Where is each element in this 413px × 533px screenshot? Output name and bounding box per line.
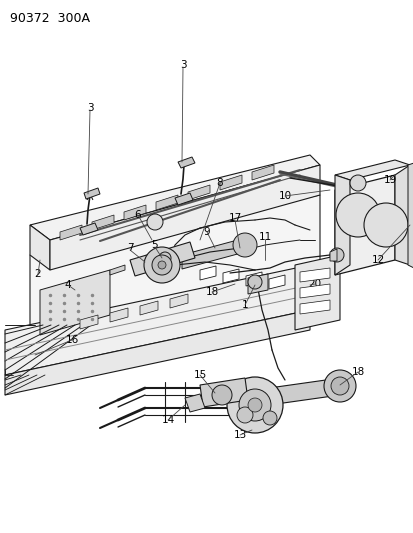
- Text: 9: 9: [203, 227, 210, 237]
- Text: 12: 12: [370, 255, 384, 265]
- Polygon shape: [329, 249, 336, 261]
- Text: 19: 19: [382, 175, 396, 185]
- Polygon shape: [334, 175, 349, 275]
- Polygon shape: [334, 160, 409, 180]
- Text: 5: 5: [151, 240, 158, 250]
- Polygon shape: [299, 268, 329, 282]
- Text: 4: 4: [64, 280, 71, 290]
- Polygon shape: [40, 270, 110, 335]
- Text: 16: 16: [65, 335, 78, 345]
- Polygon shape: [5, 310, 309, 395]
- Text: 3: 3: [179, 60, 186, 70]
- Text: 18: 18: [205, 287, 218, 297]
- Polygon shape: [223, 269, 238, 283]
- Polygon shape: [294, 255, 339, 330]
- Text: 7: 7: [126, 243, 133, 253]
- Polygon shape: [199, 378, 247, 407]
- Polygon shape: [110, 308, 128, 322]
- Polygon shape: [252, 165, 273, 180]
- Polygon shape: [140, 301, 158, 315]
- Circle shape: [363, 203, 407, 247]
- Text: 15: 15: [193, 370, 206, 380]
- Circle shape: [323, 370, 355, 402]
- Polygon shape: [199, 266, 216, 280]
- Circle shape: [152, 255, 171, 275]
- Polygon shape: [80, 223, 98, 235]
- Circle shape: [159, 252, 171, 264]
- Polygon shape: [182, 238, 244, 269]
- Text: 10: 10: [278, 191, 291, 201]
- Polygon shape: [178, 157, 195, 168]
- Polygon shape: [334, 175, 394, 275]
- Polygon shape: [84, 188, 100, 199]
- Text: 14: 14: [161, 415, 174, 425]
- Text: 90372  300A: 90372 300A: [10, 12, 90, 25]
- Polygon shape: [92, 215, 114, 230]
- Text: 20: 20: [308, 279, 321, 289]
- Circle shape: [238, 389, 271, 421]
- Polygon shape: [30, 225, 50, 270]
- Polygon shape: [50, 165, 319, 270]
- Polygon shape: [154, 248, 178, 265]
- Circle shape: [158, 261, 166, 269]
- Text: 2: 2: [35, 269, 41, 279]
- Polygon shape: [219, 175, 242, 190]
- Circle shape: [226, 377, 282, 433]
- Polygon shape: [156, 195, 178, 210]
- Text: 1: 1: [241, 300, 248, 310]
- Circle shape: [329, 248, 343, 262]
- Polygon shape: [394, 165, 409, 265]
- Polygon shape: [407, 163, 413, 268]
- Polygon shape: [299, 300, 329, 314]
- Polygon shape: [30, 155, 319, 240]
- Text: 18: 18: [351, 367, 364, 377]
- Polygon shape: [124, 205, 146, 220]
- Text: 8: 8: [216, 178, 223, 188]
- Circle shape: [262, 411, 276, 425]
- Polygon shape: [30, 195, 319, 355]
- Polygon shape: [130, 242, 195, 276]
- Circle shape: [144, 247, 180, 283]
- Polygon shape: [245, 272, 261, 286]
- Text: 6: 6: [134, 210, 141, 220]
- Polygon shape: [247, 274, 267, 294]
- Circle shape: [233, 233, 256, 257]
- Circle shape: [247, 398, 261, 412]
- Polygon shape: [268, 275, 284, 289]
- Circle shape: [211, 385, 231, 405]
- Polygon shape: [188, 185, 209, 200]
- Polygon shape: [60, 225, 82, 240]
- Circle shape: [236, 407, 252, 423]
- Polygon shape: [254, 378, 339, 407]
- Polygon shape: [185, 394, 204, 412]
- Polygon shape: [170, 294, 188, 308]
- Polygon shape: [5, 265, 309, 375]
- Text: 3: 3: [86, 103, 93, 113]
- Polygon shape: [175, 193, 192, 205]
- Circle shape: [335, 193, 379, 237]
- Text: 17: 17: [228, 213, 241, 223]
- Polygon shape: [110, 265, 125, 275]
- Text: 13: 13: [233, 430, 246, 440]
- Circle shape: [247, 275, 261, 289]
- Polygon shape: [80, 315, 98, 329]
- Text: 11: 11: [258, 232, 271, 242]
- Circle shape: [349, 175, 365, 191]
- Circle shape: [147, 214, 163, 230]
- Circle shape: [330, 377, 348, 395]
- Polygon shape: [299, 284, 329, 298]
